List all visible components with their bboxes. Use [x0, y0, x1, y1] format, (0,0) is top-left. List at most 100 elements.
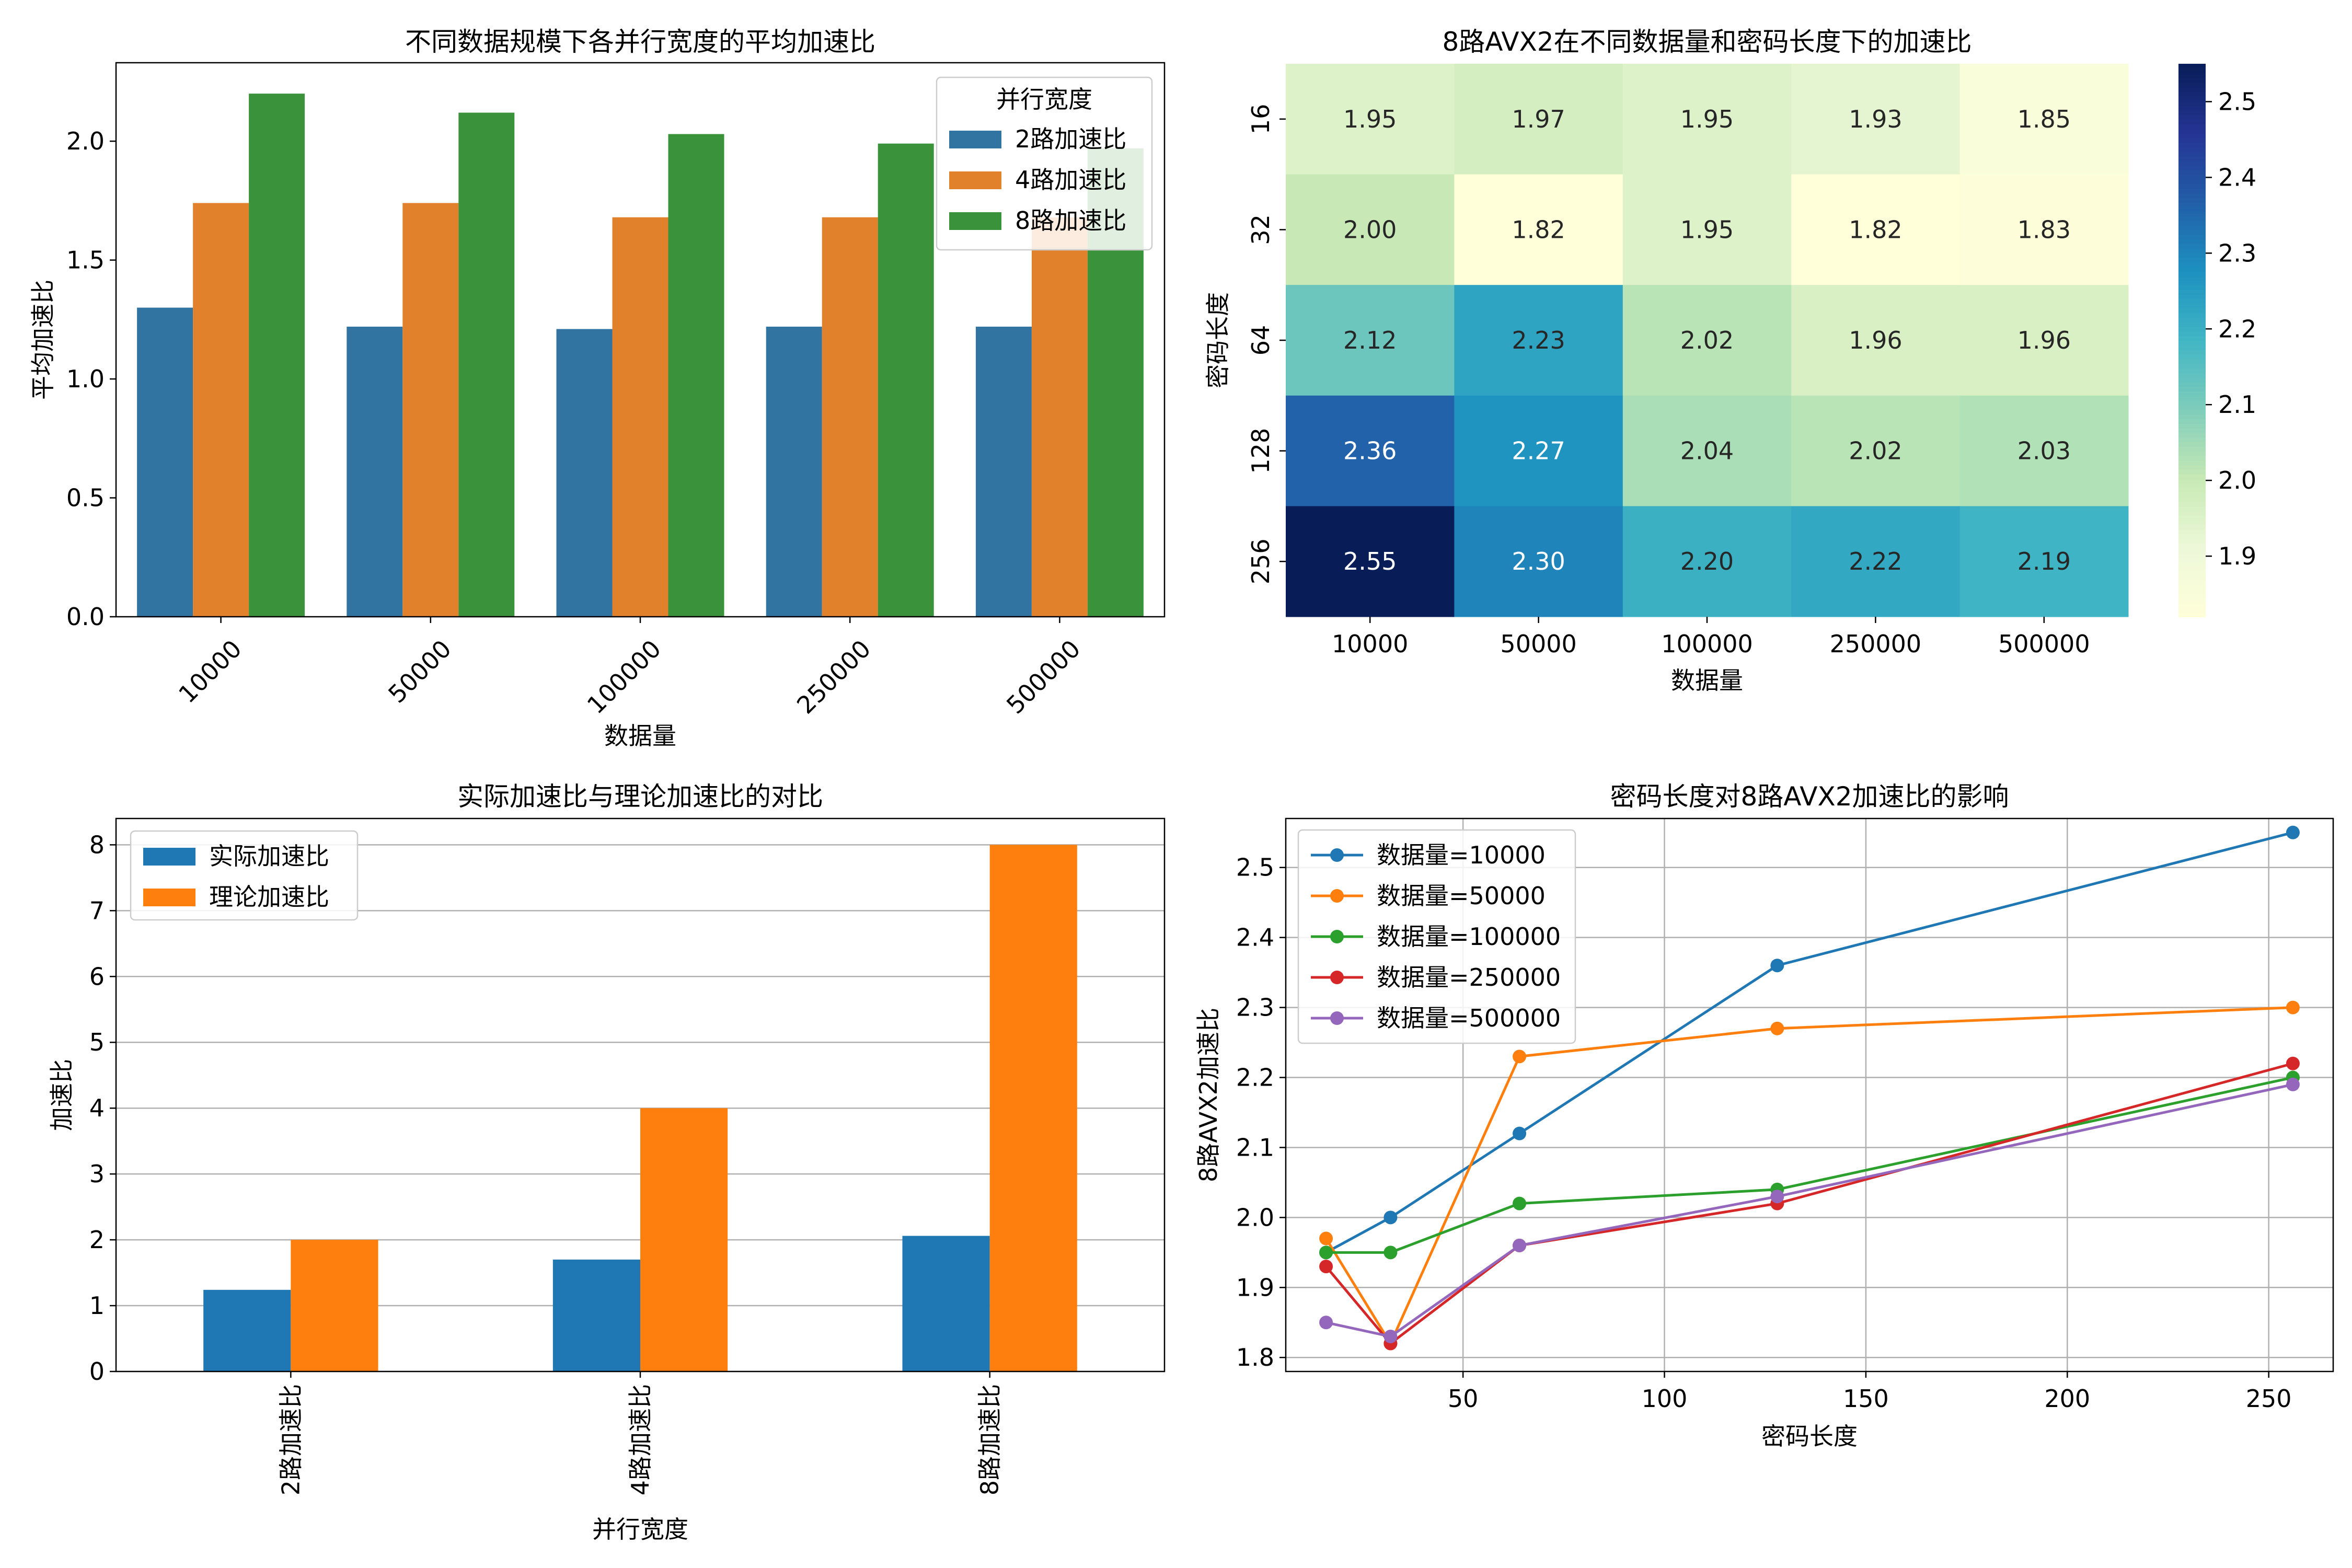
x-tick-label: 10000 — [1332, 630, 1408, 658]
legend-label-0: 实际加速比 — [209, 842, 329, 870]
y-tick-label: 0.5 — [66, 484, 105, 512]
bar-2-1 — [612, 217, 668, 617]
colorbar-segment — [2178, 377, 2206, 383]
axes-frame-4 — [1285, 817, 2334, 1373]
colorbar-segment — [2178, 262, 2206, 267]
colorbar-segment — [2178, 123, 2206, 129]
y-tick-label: 32 — [1247, 214, 1275, 245]
data-point-4-2 — [1513, 1238, 1527, 1252]
colorbar-segment — [2178, 64, 2206, 69]
legend-marker-1 — [1330, 889, 1344, 903]
colorbar-segment — [2178, 165, 2206, 170]
colorbar-segment — [2178, 612, 2206, 617]
legend-label-2: 数据量=100000 — [1377, 923, 1561, 951]
heatmap-cell-3-3 — [1791, 395, 1961, 506]
y-tick-label: 1.8 — [1236, 1343, 1274, 1371]
heatmap-cell-2-2 — [1622, 285, 1792, 396]
legend-swatch-2 — [949, 212, 1001, 230]
colorbar-segment — [2178, 298, 2206, 304]
y-tick-label: 4 — [89, 1094, 105, 1122]
colorbar-segment — [2178, 520, 2206, 525]
heatmap-cell-2-1 — [1454, 285, 1623, 396]
colorbar-segment — [2178, 211, 2206, 216]
colorbar-segment — [2178, 446, 2206, 452]
colorbar-segment — [2178, 441, 2206, 447]
colorbar-segment — [2178, 275, 2206, 281]
heatmap-cell-3-4 — [1959, 395, 2129, 506]
series-line-3 — [1325, 1062, 2293, 1345]
colorbar-segment — [2178, 96, 2206, 101]
heatmap-cell-2-0 — [1286, 285, 1455, 396]
legend-label-0: 数据量=10000 — [1377, 841, 1546, 869]
x-tick-label: 8路加速比 — [976, 1384, 1004, 1495]
bar-4-1 — [1031, 217, 1088, 617]
x-axis-label: 数据量 — [1671, 666, 1743, 695]
colorbar-segment — [2178, 239, 2206, 244]
data-point-0-1 — [1383, 1210, 1398, 1225]
y-tick-label: 2 — [89, 1226, 105, 1254]
heatmap-cell-1-0 — [1286, 174, 1455, 285]
cell-value-label: 2.20 — [1680, 547, 1734, 575]
colorbar-segment — [2178, 192, 2206, 198]
colorbar-segment — [2178, 317, 2206, 322]
cell-value-label: 1.83 — [2017, 215, 2071, 244]
colorbar-tick-label: 2.2 — [2218, 315, 2256, 343]
colorbar-segment — [2178, 188, 2206, 193]
heatmap-cell-0-0 — [1286, 64, 1455, 175]
colorbar-segment — [2178, 455, 2206, 461]
cell-value-label: 1.97 — [1512, 105, 1565, 133]
x-axis-label: 密码长度 — [1761, 1422, 1858, 1450]
cell-value-label: 1.82 — [1512, 215, 1565, 244]
heatmap-cell-1-2 — [1622, 174, 1792, 285]
bar-3-2 — [878, 143, 934, 617]
legend-label-4: 数据量=500000 — [1377, 1004, 1561, 1032]
legend-marker-3 — [1330, 971, 1344, 984]
colorbar-segment — [2178, 349, 2206, 355]
cell-value-label: 1.93 — [1849, 105, 1902, 133]
colorbar-segment — [2178, 82, 2206, 88]
bar-0-0 — [203, 1289, 291, 1371]
series-line-4 — [1325, 1083, 2293, 1338]
colorbar-segment — [2178, 248, 2206, 253]
heatmap-cell-0-2 — [1622, 64, 1792, 175]
colorbar-segment — [2178, 501, 2206, 507]
cell-value-label: 1.95 — [1680, 105, 1734, 133]
x-tick-label: 100 — [1642, 1385, 1688, 1413]
heatmap-cell-2-4 — [1959, 285, 2129, 396]
colorbar-segment — [2178, 497, 2206, 502]
cell-value-label: 2.27 — [1512, 437, 1565, 465]
y-tick-label: 1.9 — [1236, 1273, 1274, 1301]
cell-value-label: 2.12 — [1343, 326, 1397, 354]
colorbar-segment — [2178, 386, 2206, 391]
colorbar-segment — [2178, 593, 2206, 599]
data-point-2-2 — [1513, 1196, 1527, 1210]
cell-value-label: 2.36 — [1343, 437, 1397, 465]
bar-1-2 — [458, 112, 515, 617]
bar-2-0 — [902, 1236, 990, 1371]
heatmap-cell-4-0 — [1286, 506, 1455, 617]
colorbar-segment — [2178, 142, 2206, 147]
colorbar-tick-label: 2.4 — [2218, 163, 2256, 191]
heatmap-cell-2-3 — [1791, 285, 1961, 396]
x-tick-label: 250 — [2246, 1385, 2292, 1413]
legend-marker-0 — [1330, 848, 1344, 862]
cell-value-label: 1.96 — [1849, 326, 1902, 354]
colorbar-segment — [2178, 465, 2206, 470]
colorbar-segment — [2178, 557, 2206, 562]
colorbar-segment — [2178, 179, 2206, 185]
colorbar-segment — [2178, 68, 2206, 74]
bar-0-0 — [137, 307, 193, 617]
data-point-1-4 — [2286, 1000, 2300, 1014]
y-tick-label: 0.0 — [66, 603, 105, 631]
data-point-0-2 — [1513, 1126, 1527, 1140]
x-tick-label: 50000 — [1500, 630, 1576, 658]
colorbar-segment — [2178, 598, 2206, 604]
cell-value-label: 2.19 — [2017, 547, 2071, 575]
colorbar-segment — [2178, 372, 2206, 378]
colorbar-segment — [2178, 469, 2206, 475]
legend-label-2: 8路加速比 — [1015, 206, 1126, 235]
heatmap-cell-1-4 — [1959, 174, 2129, 285]
bar-3-0 — [766, 326, 822, 617]
x-tick-label: 250000 — [1830, 630, 1922, 658]
colorbar — [2178, 64, 2206, 617]
